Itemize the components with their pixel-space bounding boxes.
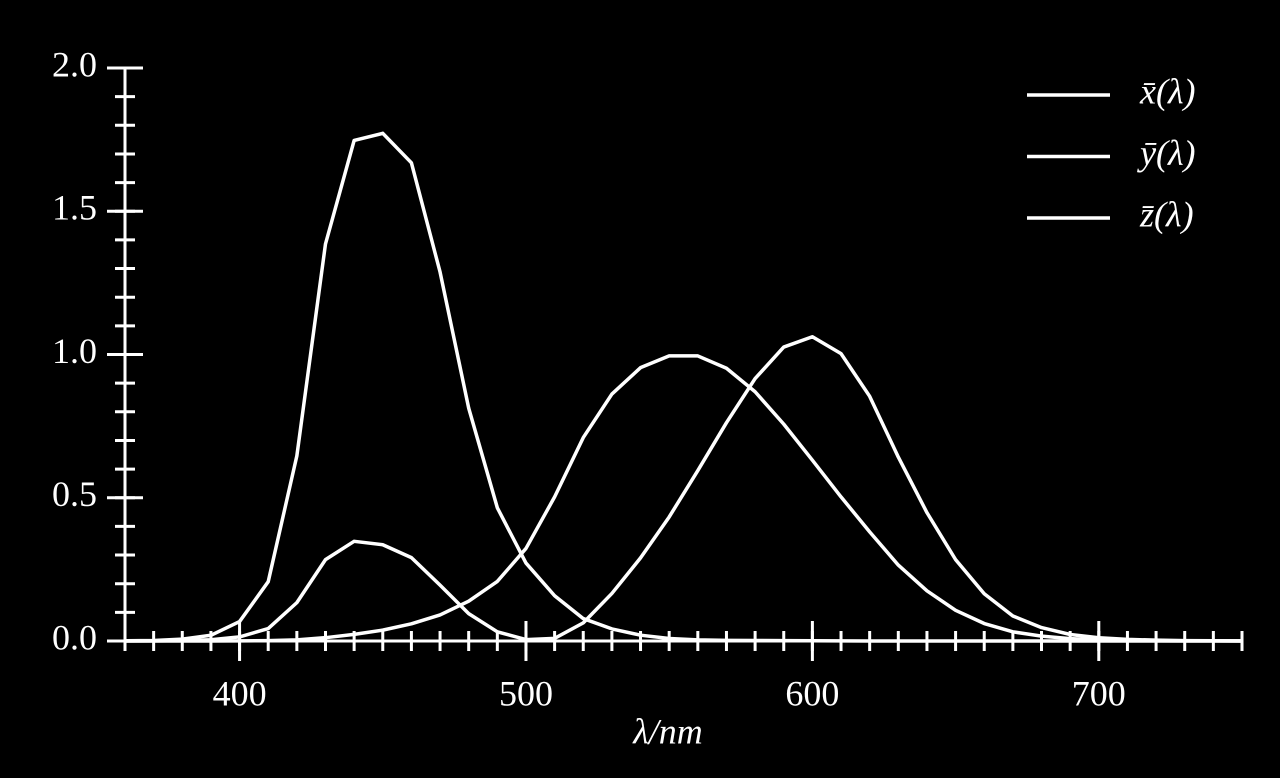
- legend-label: ȳ(λ): [1137, 133, 1196, 173]
- legend-label: x̄(λ): [1139, 71, 1196, 111]
- y-tick-label: 1.5: [52, 188, 97, 228]
- x-tick-label: 500: [499, 673, 553, 713]
- y-tick-label: 0.0: [52, 617, 97, 657]
- x-tick-label: 700: [1072, 673, 1126, 713]
- series-line: [125, 354, 1243, 643]
- series-line: [124, 131, 1242, 643]
- y-tick-label: 2.0: [52, 44, 97, 84]
- x-tick-label: 600: [785, 673, 839, 713]
- series-line: [124, 334, 1243, 643]
- y-tick-label: 0.5: [52, 474, 97, 514]
- x-axis-label: λ/nm: [632, 711, 703, 751]
- x-tick-label: 400: [213, 673, 267, 713]
- y-tick-label: 1.0: [52, 331, 97, 371]
- legend-label: z̄(λ): [1139, 194, 1194, 234]
